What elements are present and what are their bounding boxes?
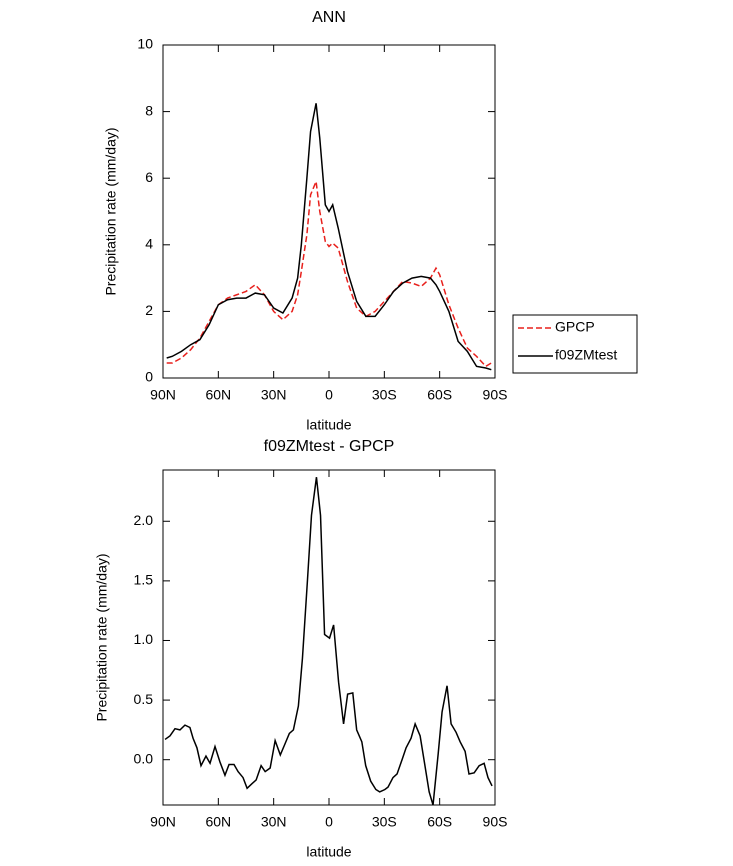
x-tick-label: 90S <box>483 387 508 403</box>
x-tick-label: 90S <box>483 814 508 830</box>
series-line <box>166 178 492 368</box>
legend-label: f09ZMtest <box>555 347 617 363</box>
y-tick-label: 10 <box>137 36 153 52</box>
plot-frame <box>162 44 496 379</box>
y-tick-label: 8 <box>145 102 153 118</box>
y-tick-label: 1.0 <box>134 631 154 647</box>
x-tick-label: 0 <box>325 814 333 830</box>
x-tick-label: 60N <box>205 387 231 403</box>
legend-label: GPCP <box>555 319 595 335</box>
plot-frame <box>162 469 496 806</box>
x-tick-label: 0 <box>325 387 333 403</box>
y-tick-label: 1.5 <box>134 572 154 588</box>
legend-box <box>512 314 638 374</box>
x-tick-label: 60N <box>205 814 231 830</box>
x-axis-label: latitude <box>306 844 351 860</box>
y-tick-label: 6 <box>145 169 153 185</box>
y-tick-label: 2 <box>145 302 153 318</box>
y-tick-label: 4 <box>145 236 153 252</box>
y-tick-label: 0.5 <box>134 691 154 707</box>
x-tick-label: 30N <box>261 814 287 830</box>
chart-title: f09ZMtest - GPCP <box>264 438 395 455</box>
x-tick-label: 30S <box>372 387 397 403</box>
y-tick-label: 0 <box>145 369 153 385</box>
y-axis-label: Precipitation rate (mm/day) <box>103 127 119 295</box>
x-tick-label: 90N <box>150 814 176 830</box>
series-line <box>166 103 492 371</box>
series-line <box>164 477 493 805</box>
x-tick-label: 60S <box>427 387 452 403</box>
x-axis-label: latitude <box>306 417 351 433</box>
y-tick-label: 0.0 <box>134 750 154 766</box>
x-tick-label: 30N <box>261 387 287 403</box>
chart-title: ANN <box>312 9 346 26</box>
x-tick-label: 30S <box>372 814 397 830</box>
y-tick-label: 2.0 <box>134 512 154 528</box>
x-tick-label: 60S <box>427 814 452 830</box>
y-axis-label: Precipitation rate (mm/day) <box>94 553 110 721</box>
x-tick-label: 90N <box>150 387 176 403</box>
